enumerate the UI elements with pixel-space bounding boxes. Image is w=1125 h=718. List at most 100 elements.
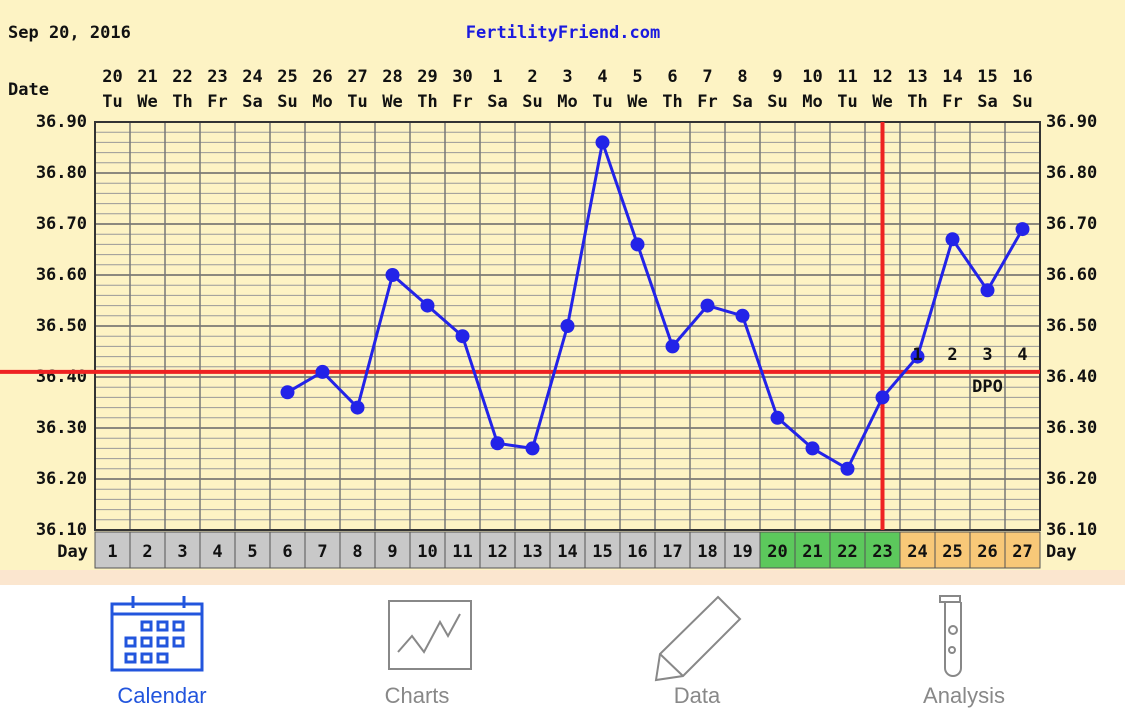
y-tick-label: 36.80: [36, 163, 87, 183]
cycle-day: 16: [627, 542, 647, 562]
day-cell: [304, 531, 341, 569]
y-tick-label: 36.60: [36, 265, 87, 285]
tab-label[interactable]: Data: [674, 683, 721, 708]
x-tick-label: 24: [242, 67, 262, 87]
weekday-label: Tu: [592, 92, 612, 112]
data-point: [875, 390, 890, 405]
series-line: [286, 136, 1024, 471]
x-tick-label: 28: [382, 67, 402, 87]
data-point: [315, 364, 330, 379]
data-point: [945, 232, 960, 247]
x-tick-label: 7: [702, 67, 712, 87]
data-point: [490, 436, 505, 451]
weekday-label: Mo: [312, 92, 332, 112]
weekday-label: Mo: [802, 92, 822, 112]
cycle-day: 5: [247, 542, 257, 562]
day-cell: [1004, 531, 1041, 569]
y-tick-label-right: 36.40: [1046, 367, 1097, 387]
x-tick-label: 14: [942, 67, 962, 87]
y-tick-label: 36.20: [36, 469, 87, 489]
cycle-day: 17: [662, 542, 682, 562]
y-tick-label-right: 36.50: [1046, 316, 1097, 336]
tab-label[interactable]: Calendar: [117, 683, 206, 708]
site-name: FertilityFriend.com: [466, 23, 660, 43]
weekday-label: Sa: [977, 92, 997, 112]
data-point: [910, 349, 925, 364]
day-label-right: Day: [1046, 542, 1077, 562]
dpo-label: 1: [912, 345, 922, 365]
data-point: [560, 319, 575, 333]
day-cell: [759, 531, 796, 569]
weekday-label: Mo: [557, 92, 577, 112]
data-point: [980, 283, 995, 298]
dpo-label: 3: [982, 345, 992, 365]
cycle-day: 7: [317, 542, 327, 562]
y-tick-label: 36.10: [36, 520, 87, 540]
analysis-icon[interactable]: [939, 595, 962, 677]
y-tick-label-right: 36.90: [1046, 112, 1097, 132]
tab-label[interactable]: Analysis: [923, 683, 1005, 708]
data-point: [805, 441, 820, 456]
cycle-day: 20: [767, 542, 787, 562]
weekday-label: Su: [1012, 92, 1032, 112]
cycle-day: 4: [212, 542, 222, 562]
y-tick-label: 36.90: [36, 112, 87, 132]
day-cell: [444, 531, 481, 569]
data-point: [665, 339, 680, 354]
x-tick-label: 6: [667, 67, 677, 87]
y-tick-label-right: 36.20: [1046, 469, 1097, 489]
day-cell: [94, 531, 131, 569]
cycle-day: 19: [732, 542, 752, 562]
weekday-label: Fr: [207, 92, 227, 112]
data-point: [630, 237, 645, 252]
data-point: [1015, 222, 1030, 237]
weekday-label: Fr: [942, 92, 962, 112]
weekday-label: Th: [907, 92, 927, 112]
x-tick-label: 4: [597, 67, 607, 87]
data-point: [595, 135, 610, 150]
day-cell: [934, 531, 971, 569]
tab-label[interactable]: Charts: [385, 683, 450, 708]
x-tick-label: 9: [772, 67, 782, 87]
x-tick-label: 5: [632, 67, 642, 87]
weekday-label: Tu: [347, 92, 367, 112]
y-tick-label-right: 36.60: [1046, 265, 1097, 285]
weekday-label: Th: [172, 92, 192, 112]
data-point: [385, 268, 400, 282]
cycle-day: 26: [977, 542, 997, 562]
y-tick-label: 36.30: [36, 418, 87, 438]
day-cell: [724, 531, 761, 569]
date-label: Date: [8, 80, 49, 100]
x-tick-label: 3: [562, 67, 572, 87]
day-cell: [689, 531, 726, 569]
y-tick-label: 36.70: [36, 214, 87, 234]
day-cell: [129, 531, 166, 569]
weekday-label: We: [872, 92, 892, 112]
data-point: [455, 329, 470, 344]
weekday-label: Sa: [242, 92, 262, 112]
data-point: [770, 410, 785, 425]
weekday-label: Sa: [732, 92, 752, 112]
day-cell: [654, 531, 691, 569]
x-tick-label: 27: [347, 67, 367, 87]
x-tick-label: 15: [977, 67, 997, 87]
tab-bar: [0, 585, 1125, 718]
weekday-label: Su: [767, 92, 787, 112]
data-icon[interactable]: [654, 595, 742, 682]
y-tick-label-right: 36.30: [1046, 418, 1097, 438]
x-tick-label: 23: [207, 67, 227, 87]
calendar-icon[interactable]: [110, 596, 204, 672]
x-tick-label: 8: [737, 67, 747, 87]
cycle-day: 11: [452, 542, 472, 562]
weekday-label: Fr: [452, 92, 472, 112]
weekday-label: Su: [277, 92, 297, 112]
chart-date: Sep 20, 2016: [8, 23, 131, 43]
plot-border: [94, 121, 1041, 531]
data-point: [525, 441, 540, 456]
cycle-day: 9: [387, 542, 397, 562]
charts-icon[interactable]: [388, 600, 472, 670]
cycle-day: 2: [142, 542, 152, 562]
cycle-day: 12: [487, 542, 507, 562]
